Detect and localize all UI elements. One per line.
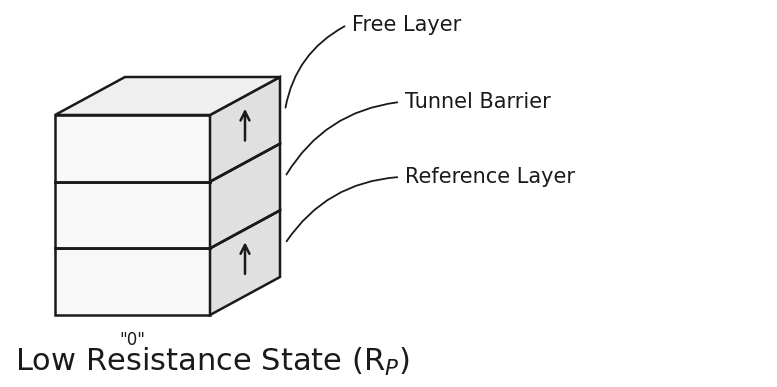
Text: Low Resistance State (R$_P$): Low Resistance State (R$_P$)	[15, 346, 409, 378]
Text: Free Layer: Free Layer	[352, 15, 462, 35]
Polygon shape	[55, 182, 210, 248]
Text: Tunnel Barrier: Tunnel Barrier	[405, 92, 551, 112]
Polygon shape	[55, 248, 210, 315]
Polygon shape	[210, 77, 280, 182]
Polygon shape	[210, 210, 280, 315]
Polygon shape	[210, 144, 280, 248]
Polygon shape	[55, 115, 210, 182]
Text: "0": "0"	[120, 331, 145, 349]
Polygon shape	[55, 77, 280, 115]
Text: Reference Layer: Reference Layer	[405, 167, 575, 187]
